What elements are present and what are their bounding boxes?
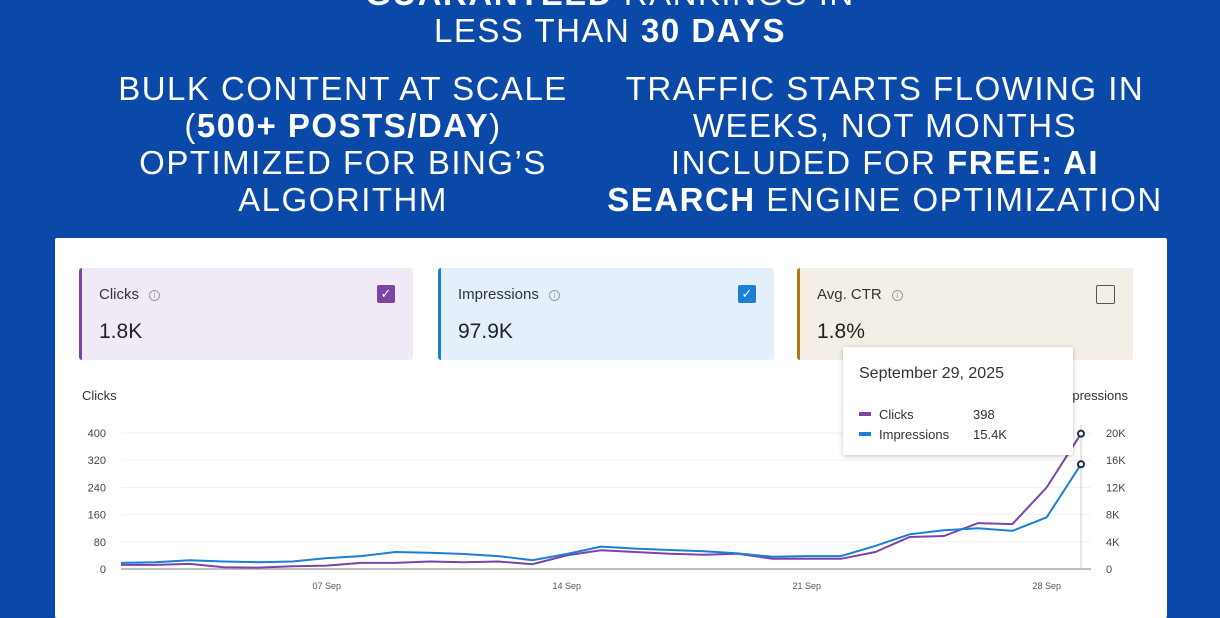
tooltip-series-name: Clicks [879,407,914,422]
y-right-tick: 8K [1106,510,1120,522]
checkbox-avg-ctr[interactable] [1096,285,1115,304]
feature-line: BULK CONTENT AT SCALE [118,70,568,107]
series-line-impressions [120,463,1082,564]
tooltip-row-impressions: Impressions 15.4K [859,427,1007,442]
y-right-tick: 0 [1106,564,1112,576]
feature-text: INCLUDED FOR [670,144,948,181]
info-icon[interactable]: i [891,290,903,301]
performance-panel: Clicks i 1.8K ✓ Impressions i 97.9K ✓ Avg.… [55,238,1167,618]
x-tick: 28 Sep [1032,581,1061,591]
tooltip-date: September 29, 2025 [859,365,1004,382]
metric-label-text: Impressions [458,286,539,303]
x-tick: 21 Sep [792,581,821,591]
paren: ) [489,107,502,144]
headline-bold: 30 DAYS [640,12,786,49]
tooltip-series-name: Impressions [879,427,950,442]
info-icon[interactable]: i [149,290,160,301]
feature-line: TRAFFIC STARTS FLOWING IN [625,70,1145,107]
feature-line: WEEKS, NOT MONTHS [692,107,1078,144]
x-tick: 07 Sep [312,581,341,591]
headline-text: RANKINGS IN [613,0,855,12]
feature-bold: 500+ POSTS/DAY [196,107,490,144]
tooltip-row-clicks: Clicks 398 [859,407,995,422]
metric-card-avg-ctr[interactable]: Avg. CTR i 1.8% [797,268,1133,360]
metric-value: 1.8% [817,320,865,343]
checkbox-impressions[interactable]: ✓ [738,285,756,303]
paren: ( [184,107,197,144]
metric-value: 97.9K [458,320,513,343]
feature-line: SEARCH ENGINE OPTIMIZATION [600,181,1170,218]
feature-bold: FREE: AI [947,144,1100,181]
y-right-tick: 20K [1106,428,1126,440]
metric-card-clicks[interactable]: Clicks i 1.8K ✓ [79,268,413,360]
chart-tooltip: September 29, 2025 Clicks 398 Impressions… [843,347,1073,455]
right-feature: TRAFFIC STARTS FLOWING IN WEEKS, NOT MON… [600,70,1170,218]
y-right-tick: 12K [1106,482,1126,494]
right-axis-label: Impressions [1058,388,1129,403]
feature-bold: SEARCH [607,181,756,218]
line-chart: Clicks Impressions 0 0 80 4K 160 8K 240 12K 320 1… [82,388,1129,591]
legend-swatch [859,412,871,416]
feature-line: INCLUDED FOR FREE: AI [600,144,1170,181]
y-left-tick: 80 [94,537,106,549]
y-left-tick: 240 [88,482,106,494]
feature-line: (500+ POSTS/DAY) [80,107,606,144]
checkbox-clicks[interactable]: ✓ [377,285,395,303]
data-point-marker [1077,429,1085,438]
metric-label: Impressions i [458,286,560,303]
y-right-tick: 16K [1106,455,1126,467]
tooltip-value: 15.4K [973,427,1007,442]
metric-label-text: Clicks [99,286,139,303]
data-point-marker [1077,460,1085,469]
y-left-tick: 0 [100,564,106,576]
feature-text: ENGINE OPTIMIZATION [755,181,1163,218]
x-tick: 14 Sep [552,581,581,591]
feature-line: ALGORITHM [238,181,448,218]
metric-value: 1.8K [99,320,143,343]
left-axis-label: Clicks [82,388,117,403]
metric-card-impressions[interactable]: Impressions i 97.9K ✓ [438,268,774,360]
headline-bold: GUARANTEED [365,0,613,12]
headline-text: LESS THAN [434,12,641,49]
info-icon[interactable]: i [548,290,560,301]
y-left-tick: 160 [88,510,106,522]
y-right-tick: 4K [1106,537,1120,549]
headline-line-1: LESS THAN 30 DAYS [0,12,1220,49]
headline: GUARANTEED RANKINGS IN LESS THAN 30 DAYS [0,0,1220,49]
headline-line-0: GUARANTEED RANKINGS IN [0,0,1220,12]
y-left-tick: 400 [88,428,106,440]
series-line-clicks [121,433,1082,569]
y-left-tick: 320 [88,455,106,467]
legend-swatch [859,432,871,436]
tooltip-value: 398 [973,407,995,422]
feature-line: OPTIMIZED FOR BING’S [139,144,547,181]
metric-label: Avg. CTR i [817,286,903,303]
left-feature: BULK CONTENT AT SCALE (500+ POSTS/DAY) O… [80,70,606,218]
metric-label: Clicks i [99,286,160,303]
metric-label-text: Avg. CTR [817,286,882,303]
